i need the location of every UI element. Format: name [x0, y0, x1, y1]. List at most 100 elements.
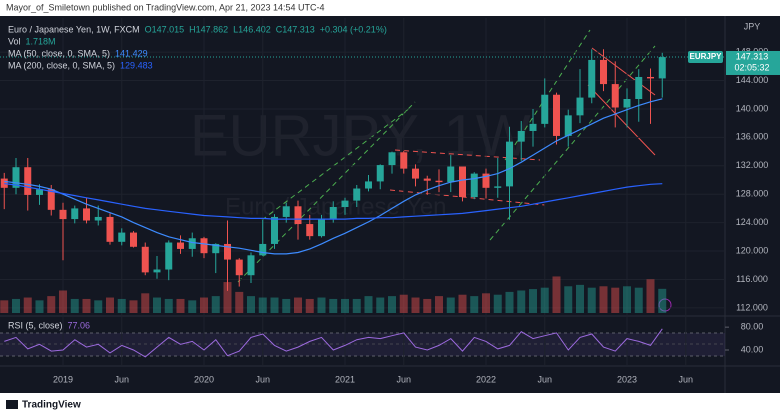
y-tick-label: 140.000 — [736, 103, 769, 113]
candle-body — [482, 173, 490, 188]
volume-bar — [235, 291, 244, 313]
legend-ohlc: H147.862 — [189, 24, 228, 34]
volume-bar — [270, 297, 279, 313]
symbol-tag-box — [688, 50, 723, 63]
volume-bar — [153, 297, 161, 313]
candle-body — [447, 166, 455, 183]
volume-bar — [341, 298, 349, 313]
volume-bar — [399, 294, 408, 313]
legend-title: Euro / Japanese Yen, 1W, FXCM — [8, 24, 140, 34]
volume-bar — [294, 297, 302, 313]
volume-bar — [282, 298, 291, 313]
legend-name: MA (50, close, 0, SMA, 5) — [8, 48, 110, 58]
candle-body — [271, 216, 278, 244]
volume-bar — [376, 297, 385, 313]
y-tick-label: 144.000 — [736, 75, 769, 85]
legend-ohlc: C147.313 — [276, 24, 315, 34]
volume-bar — [658, 288, 667, 313]
moving-average — [4, 98, 663, 255]
volume-bar — [493, 294, 502, 313]
x-tick-label: 2022 — [476, 374, 496, 384]
event-icon — [658, 298, 672, 312]
candle-body — [165, 242, 173, 270]
volume-bar — [623, 286, 631, 313]
volume-bar — [646, 279, 655, 313]
watermark: EURJPY, 1W — [190, 103, 531, 168]
legend-value: 1.718M — [26, 36, 56, 46]
volume-bar — [117, 298, 126, 313]
candle-body — [59, 209, 67, 220]
y-tick-label: 124.000 — [736, 217, 769, 227]
candle-body — [517, 130, 525, 142]
legend-value: 129.483 — [120, 60, 153, 70]
volume-bar — [423, 298, 432, 313]
publisher: Mayor_of_Smiletown published on TradingV… — [6, 2, 325, 12]
legend-ohlc: L146.402 — [233, 24, 271, 34]
volume-bar — [258, 297, 267, 313]
candle-body — [635, 76, 643, 99]
candle-body — [388, 152, 396, 166]
candle-body — [0, 178, 8, 188]
volume-bar — [552, 276, 561, 313]
volume-bar — [599, 286, 608, 313]
candle-body — [576, 97, 584, 116]
volume-bar — [411, 297, 420, 313]
candle-body — [376, 165, 384, 182]
volume-bar — [576, 284, 584, 313]
volume-bar — [458, 294, 467, 313]
x-tick-label: 2021 — [335, 374, 355, 384]
legend-name: MA (200, close, 0, SMA, 5) — [8, 60, 115, 70]
y-tick-label: 120.000 — [736, 245, 769, 255]
volume-bar — [540, 287, 549, 313]
candle-body — [106, 216, 114, 242]
y-tick-label: 136.000 — [736, 132, 769, 142]
candle-body — [71, 208, 79, 220]
x-tick-label: 2019 — [53, 374, 73, 384]
volume-bar — [470, 296, 479, 313]
candle-body — [564, 115, 572, 136]
volume-bar — [305, 298, 314, 313]
volume-bar — [364, 296, 373, 313]
legend-value: 141.429 — [115, 48, 148, 58]
candle-body — [294, 206, 302, 225]
volume-bar — [435, 296, 443, 313]
volume-bar — [188, 300, 197, 313]
candle-body — [611, 84, 619, 108]
volume-bar — [59, 290, 67, 313]
countdown: 02:05:32 — [734, 62, 769, 72]
trend-line — [489, 45, 656, 241]
candle-body — [529, 123, 537, 131]
candle-body — [12, 167, 20, 188]
candle-body — [647, 76, 654, 79]
x-tick-label: 2020 — [194, 374, 214, 384]
volume-bar — [587, 287, 596, 313]
candle-body — [118, 232, 126, 242]
candle-body — [94, 216, 102, 221]
volume-bar — [82, 298, 91, 313]
candle-body — [470, 173, 478, 198]
volume-bar — [482, 293, 490, 313]
symbol-tag: EURJPY — [689, 52, 722, 61]
volume-bar — [141, 293, 150, 313]
candle-body — [318, 219, 325, 237]
candle-body — [36, 189, 43, 195]
candle-body — [306, 224, 314, 237]
candle-body — [259, 243, 267, 256]
candle-body — [494, 186, 502, 188]
x-tick-label: Jun — [255, 374, 270, 384]
last-price-label: 147.313 — [736, 51, 769, 61]
y-tick-label: 132.000 — [736, 160, 769, 170]
x-tick-label: Jun — [678, 374, 693, 384]
volume-bar — [388, 296, 396, 313]
candle-body — [541, 94, 549, 124]
trend-line — [261, 107, 411, 221]
candle-body — [365, 181, 372, 189]
candle-body — [658, 57, 666, 79]
volume-bar — [517, 290, 526, 313]
legend-ohlc: O147.015 — [145, 24, 185, 34]
volume-bar — [12, 298, 20, 313]
volume-bar — [35, 300, 44, 313]
volume-bar — [94, 300, 103, 313]
volume-bar — [164, 298, 173, 313]
